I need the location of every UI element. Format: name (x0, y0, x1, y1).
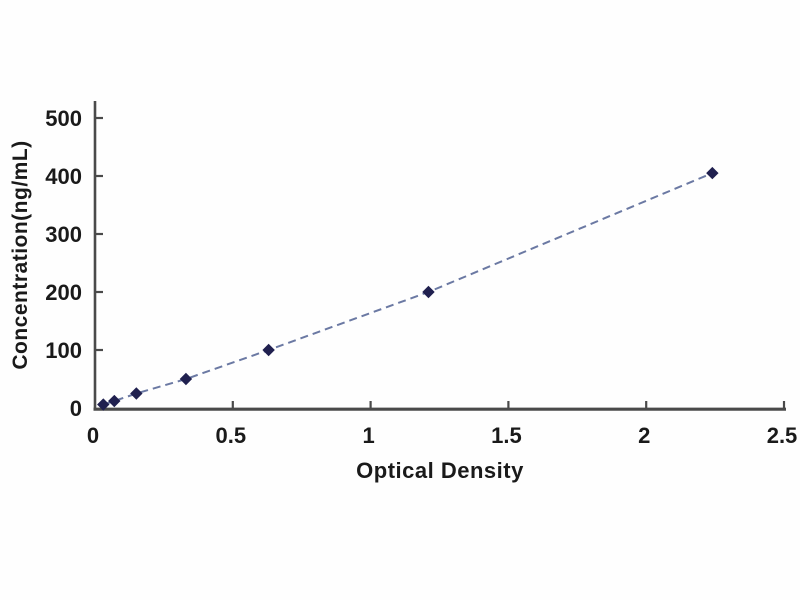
series-line (102, 172, 713, 406)
data-point-marker (706, 166, 719, 180)
data-point-marker (97, 398, 110, 411)
data-point-marker (422, 285, 435, 299)
x-tick-label: 0 (87, 423, 99, 448)
data-point-marker (262, 343, 275, 357)
x-tick-label: 1 (362, 423, 374, 448)
x-tick-label: 0.5 (216, 423, 247, 448)
x-tick-label: 2 (638, 423, 650, 448)
x-axis-title: Optical Density (356, 458, 524, 483)
y-axis-title: Concentration(ng/mL) (9, 140, 32, 370)
y-tick-label: 500 (45, 106, 82, 131)
y-tick-label: 0 (70, 396, 82, 421)
y-tick-label: 300 (45, 222, 82, 247)
x-tick-label: 2.5 (767, 423, 798, 448)
x-tick-label: 1.5 (491, 423, 522, 448)
data-point-marker (179, 372, 193, 386)
y-tick-label: 200 (45, 280, 82, 305)
data-point-marker (108, 394, 121, 408)
data-point-marker (130, 387, 143, 400)
y-tick-label: 400 (45, 164, 82, 189)
y-tick-label: 100 (45, 338, 82, 363)
